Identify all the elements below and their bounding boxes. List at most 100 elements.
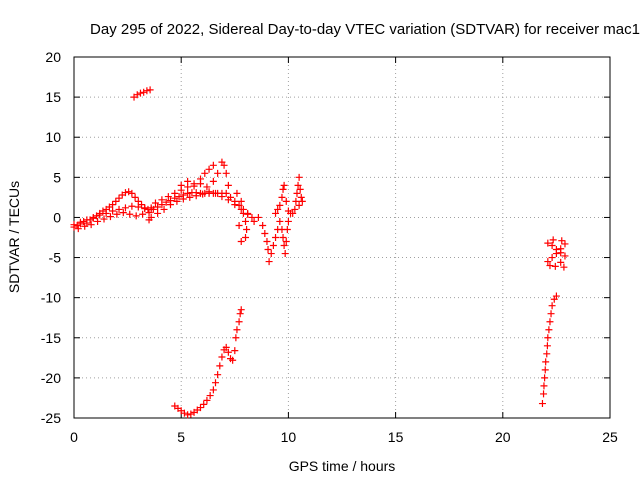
data-point [552,292,560,300]
data-point [272,234,280,241]
data-point [293,189,301,197]
data-point [145,209,153,217]
y-tick-label: -20 [41,370,61,386]
data-points [70,86,569,419]
data-point [164,193,172,201]
data-point [136,89,144,97]
data-point [73,221,81,229]
data-point [214,371,222,379]
data-point [232,334,240,342]
x-tick-label: 10 [281,429,297,445]
data-point [154,209,162,217]
data-point [547,310,555,318]
data-point [544,334,552,342]
data-point [94,217,102,225]
plot-frame [73,56,611,419]
x-tick-label: 5 [177,429,185,445]
data-point [239,209,247,217]
data-point [205,165,213,173]
data-point [291,205,299,213]
y-axis-label: SDTVAR / TECUs [6,181,22,293]
chart-title: Day 295 of 2022, Sidereal Day-to-day VTE… [90,21,640,38]
data-point [112,197,120,205]
data-point [289,209,297,217]
data-point [261,229,269,237]
data-point [267,250,275,258]
data-point [541,366,549,374]
data-point [229,356,237,364]
y-tick-label: -10 [41,290,61,306]
data-point [281,250,289,258]
data-point [203,183,211,191]
data-point [187,410,195,418]
data-point [199,190,207,198]
x-axis-label: GPS time / hours [289,458,396,474]
data-point [250,217,258,225]
data-point [544,258,552,266]
data-point [280,242,288,250]
data-point [294,181,302,189]
data-point [292,197,300,205]
data-point [158,196,166,204]
data-point [83,216,91,224]
data-point [196,180,204,188]
data-point [102,209,110,217]
data-point [132,212,140,220]
data-point [201,169,209,177]
data-point [145,216,153,224]
data-point [214,169,222,177]
data-point [149,205,157,213]
data-point [233,326,241,334]
data-point [298,197,306,205]
data-point [212,379,220,387]
data-point [544,239,552,247]
data-point [140,88,148,96]
y-tick-label: 15 [45,89,61,105]
data-point [151,199,159,207]
data-point [171,189,179,197]
data-point [133,91,141,99]
data-point [295,173,303,181]
data-point [212,189,220,197]
data-point [551,262,559,270]
data-point [237,306,245,314]
data-point [282,197,290,205]
data-point [236,310,244,318]
data-point [166,201,174,209]
data-point [264,246,272,254]
data-point [549,236,557,244]
data-point [180,409,188,417]
ticks [73,56,611,419]
data-point [243,225,251,233]
data-point [186,193,194,201]
data-point [218,353,226,361]
data-point [222,189,230,197]
y-tick-label: 0 [53,209,61,225]
data-point [254,213,262,221]
data-point [220,161,228,169]
x-tick-labels: 0 5 10 15 20 25 [70,429,618,445]
data-point [557,245,565,253]
data-point [206,392,214,400]
data-point [545,326,553,334]
data-point [196,404,204,412]
data-point [224,196,232,204]
data-point [109,207,117,215]
data-point [552,250,560,258]
data-point [216,362,224,370]
data-point [162,198,170,206]
data-point [113,210,121,218]
data-point [209,177,217,185]
data-point [125,188,133,196]
data-point [265,258,273,266]
data-point [548,242,556,250]
data-point [222,169,230,177]
data-point [558,237,566,245]
data-point [557,258,565,266]
data-point [218,193,226,201]
data-point [154,203,162,211]
y-tick-label: -5 [49,250,62,266]
data-point [175,193,183,201]
data-point [222,343,230,351]
x-tick-label: 20 [495,429,511,445]
